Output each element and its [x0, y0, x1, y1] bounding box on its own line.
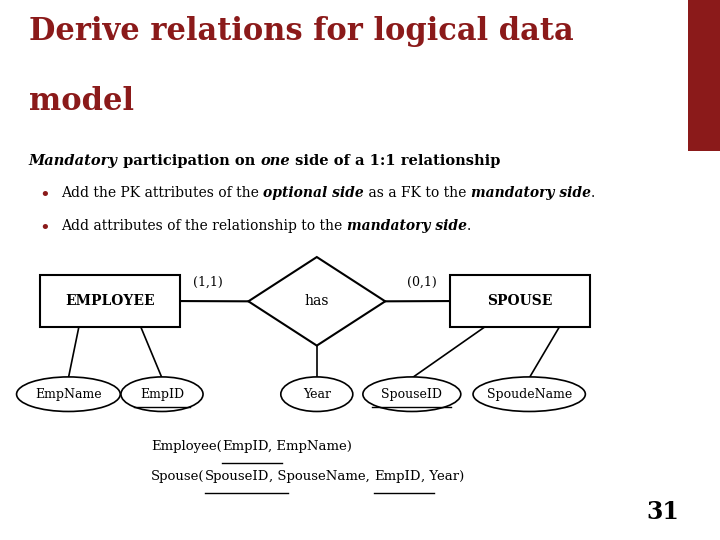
Text: Add the PK attributes of the: Add the PK attributes of the [61, 186, 264, 200]
Text: has: has [305, 294, 329, 308]
Bar [40, 275, 180, 327]
Text: side of a 1:1 relationship: side of a 1:1 relationship [289, 154, 500, 168]
Text: , SpouseName,: , SpouseName, [269, 470, 374, 483]
Ellipse shape [121, 377, 203, 411]
Text: as a FK to the: as a FK to the [364, 186, 471, 200]
Ellipse shape [473, 377, 585, 411]
Text: Add attributes of the relationship to the: Add attributes of the relationship to th… [61, 219, 347, 233]
Text: Year: Year [303, 388, 330, 401]
Text: EMPLOYEE: EMPLOYEE [65, 294, 155, 308]
Text: SPOUSE: SPOUSE [487, 294, 553, 308]
Text: EmpID: EmpID [140, 388, 184, 401]
Text: •: • [40, 219, 50, 237]
Text: , Year): , Year) [420, 470, 464, 483]
Bar [450, 275, 590, 327]
Text: Mandatory: Mandatory [29, 154, 117, 168]
Text: SpouseID: SpouseID [382, 388, 442, 401]
Ellipse shape [281, 377, 353, 411]
Ellipse shape [17, 377, 120, 411]
Text: EmpID: EmpID [374, 470, 420, 483]
Text: •: • [40, 186, 50, 204]
Text: 31: 31 [646, 500, 679, 524]
Text: .: . [467, 219, 471, 233]
Text: Derive relations for logical data: Derive relations for logical data [29, 16, 574, 47]
Text: SpoudeName: SpoudeName [487, 388, 572, 401]
Text: SpouseID: SpouseID [204, 470, 269, 483]
Text: optional side: optional side [264, 186, 364, 200]
Text: mandatory side: mandatory side [471, 186, 591, 200]
Text: Employee(: Employee( [151, 440, 222, 453]
Text: one: one [260, 154, 289, 168]
Text: mandatory side: mandatory side [347, 219, 467, 233]
Text: , EmpName): , EmpName) [269, 440, 352, 453]
Text: .: . [591, 186, 595, 200]
Polygon shape [248, 257, 385, 346]
Text: Spouse(: Spouse( [151, 470, 204, 483]
Text: (0,1): (0,1) [408, 276, 437, 289]
Text: EmpID: EmpID [222, 440, 269, 453]
Text: model: model [29, 86, 134, 117]
Text: (1,1): (1,1) [193, 276, 222, 289]
Ellipse shape [363, 377, 461, 411]
Text: participation on: participation on [117, 154, 260, 168]
FancyBboxPatch shape [688, 0, 720, 151]
Text: EmpName: EmpName [35, 388, 102, 401]
